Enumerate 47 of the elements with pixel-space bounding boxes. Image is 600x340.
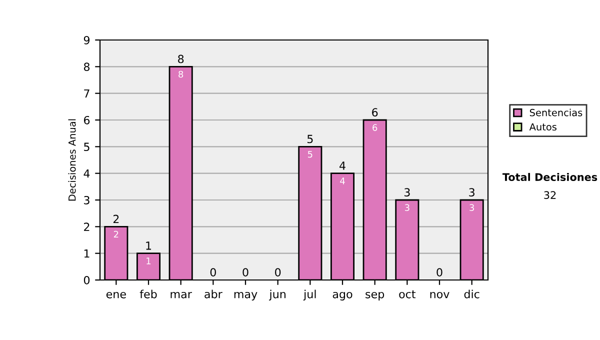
total-label: 6 <box>372 108 378 117</box>
data-label: 3 <box>470 204 474 211</box>
data-label: 8 <box>178 70 184 78</box>
text: Total Decisiones <box>502 172 598 182</box>
y-tick-label: 9 <box>84 36 90 44</box>
total-label: 0 <box>242 268 248 277</box>
x-tick-label: nov <box>430 292 450 298</box>
text: 32 <box>544 191 556 200</box>
y-tick-label: 0 <box>84 276 90 284</box>
x-tick-label: sep <box>366 292 384 300</box>
legend-label: Autos <box>529 123 556 131</box>
y-tick-label: 6 <box>84 116 90 124</box>
y-axis-title: Decisiones Anual <box>68 119 76 201</box>
y-tick-label: 2 <box>84 222 90 231</box>
x-tick-label: abr <box>204 290 222 298</box>
data-label: 2 <box>114 230 118 238</box>
data-label: 1 <box>146 258 151 264</box>
total-label: 3 <box>469 188 474 197</box>
total-label: 8 <box>178 54 184 64</box>
x-tick-label: feb <box>140 290 157 298</box>
y-tick-label: 5 <box>84 142 90 152</box>
y-tick-label: 1 <box>84 249 90 258</box>
total-label: 1 <box>146 242 152 250</box>
x-tick-label: may <box>234 292 258 300</box>
x-tick-label: dic <box>464 290 480 298</box>
data-label: 5 <box>308 150 312 158</box>
data-label: 6 <box>372 124 378 131</box>
x-tick-label: mar <box>170 292 192 298</box>
y-tick-label: 7 <box>84 89 90 98</box>
legend-label: Sentencias <box>530 108 582 116</box>
x-tick-label: ago <box>332 292 352 300</box>
y-tick-label: 3 <box>84 196 90 204</box>
y-tick-label: 8 <box>84 62 90 72</box>
total-label: 0 <box>436 268 442 277</box>
total-label: 0 <box>275 268 281 277</box>
total-label: 4 <box>340 162 346 170</box>
x-tick-label: oct <box>399 290 416 298</box>
total-label: 0 <box>210 268 216 277</box>
total-label: 3 <box>404 188 410 197</box>
total-label: 5 <box>307 134 313 144</box>
data-label: 3 <box>404 204 410 211</box>
total-label: 2 <box>113 214 119 224</box>
x-tick-label: ene <box>106 292 126 298</box>
x-tick-label: jul <box>303 290 316 300</box>
x-tick-label: jun <box>269 290 286 300</box>
y-tick-label: 4 <box>84 169 90 178</box>
data-label: 4 <box>340 178 345 184</box>
